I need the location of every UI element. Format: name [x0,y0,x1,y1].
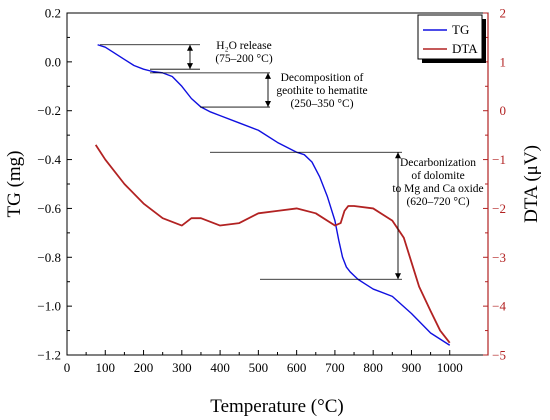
right-tick-label: 0 [500,103,507,118]
x-tick-label: 200 [134,360,154,375]
x-tick-label: 0 [64,360,71,375]
left-tick-label: 0.2 [45,6,61,21]
right-axis-title: DTA (μV) [521,145,542,223]
x-tick-label: 1000 [437,360,463,375]
annotation-label-h2o: (75–200 °C) [215,53,272,65]
arrowhead-down [265,101,271,108]
x-tick-label: 500 [249,360,269,375]
left-tick-label: −0.8 [37,250,61,265]
right-axis-ticks: 2 1 0 −1 −2 −3 −4 −5 [483,6,506,363]
annotation-label-goethite: (250–350 °C) [290,98,353,110]
right-tick-label: −4 [492,299,506,314]
x-tick-label: 400 [210,360,230,375]
legend: TG DTA [417,14,486,63]
x-tick-label: 700 [325,360,345,375]
annotation-label-dolomite: Decarbonization [400,157,476,169]
arrowhead-down [187,63,193,70]
legend-dta-label: DTA [452,41,478,56]
left-tick-label: −0.4 [37,152,61,167]
annotation-label-dolomite: to Mg and Ca oxide [392,183,483,195]
annotation-label-goethite: geothite to hematite [276,85,367,97]
series-group [94,44,451,346]
left-axis-title: TG (mg) [4,150,25,217]
annotation-label-goethite: Decomposition of [281,72,364,84]
annotation-label-h2o: H₂O release [216,40,271,52]
right-tick-label: 2 [500,6,507,21]
annotation-label-dolomite: of dolomite [411,170,464,182]
x-tick-label: 900 [402,360,422,375]
x-tick-label: 100 [96,360,116,375]
left-tick-label: −1.2 [37,348,61,363]
series-dta-line [94,144,451,344]
left-tick-label: −0.2 [37,103,61,118]
right-tick-label: 1 [500,54,507,69]
left-tick-label: −1.0 [37,299,61,314]
x-axis-title: Temperature (°C) [210,396,343,417]
right-tick-label: −2 [492,201,506,216]
x-tick-label: 600 [287,360,307,375]
annotation-label-dolomite: (620–720 °C) [406,196,469,208]
annotations-group: H₂O release(75–200 °C) Decomposition ofge… [100,40,484,280]
left-tick-label: 0.0 [45,54,61,69]
arrowhead-up [395,152,401,159]
arrowhead-down [395,273,401,280]
right-tick-label: −1 [492,152,506,167]
left-tick-label: −0.6 [37,201,61,216]
right-tick-label: −5 [492,348,506,363]
x-tick-label: 300 [172,360,192,375]
x-axis-ticks: 0 100 200 300 400 500 600 700 800 900 1000 [64,350,463,375]
legend-tg-label: TG [452,22,469,37]
x-tick-label: 800 [363,360,383,375]
left-axis-ticks: 0.2 0.0 −0.2 −0.4 −0.6 −0.8 −1.0 −1.2 [37,6,72,363]
arrowhead-up [187,44,193,51]
arrowhead-up [265,72,271,79]
legend-box [417,14,483,60]
right-tick-label: −3 [492,250,506,265]
series-tg-line [97,44,451,346]
